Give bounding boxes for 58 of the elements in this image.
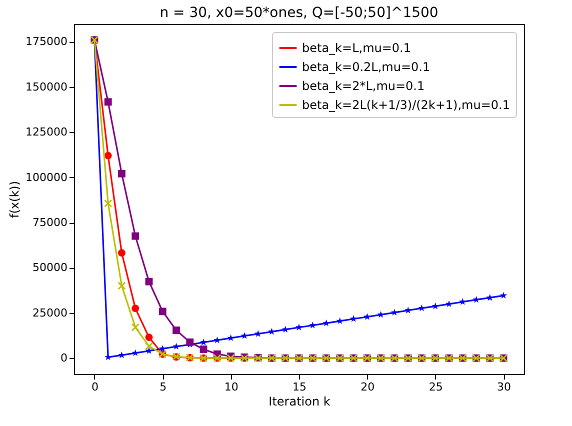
- point: [390, 308, 398, 316]
- x-tick-label: 20: [360, 380, 375, 394]
- point: [132, 232, 140, 240]
- y-tick-label: 150000: [26, 80, 68, 94]
- y-tick-label: 125000: [26, 126, 68, 139]
- point: [104, 98, 112, 106]
- point: [295, 324, 303, 330]
- point: [104, 199, 112, 208]
- y-tick-label: 100000: [26, 170, 68, 184]
- x-tick-label: 25: [428, 380, 443, 394]
- point: [158, 308, 166, 316]
- x-tick-label: 15: [292, 380, 306, 394]
- legend-label: beta_k=2*L,mu=0.1: [302, 79, 425, 93]
- point: [186, 338, 194, 346]
- point: [132, 349, 139, 356]
- x-axis-title: Iteration k: [268, 394, 330, 408]
- x-tick-label: 5: [160, 380, 167, 394]
- point: [364, 313, 371, 320]
- point: [404, 306, 412, 314]
- point: [144, 342, 154, 350]
- x-tick-label: 10: [224, 380, 238, 394]
- point: [118, 249, 126, 257]
- legend-label: beta_k=2L(k+1/3)/(2k+1),mu=0.1: [302, 98, 510, 112]
- point: [445, 300, 453, 308]
- point: [377, 310, 384, 318]
- point: [132, 304, 140, 312]
- y-tick-label: 50000: [32, 261, 68, 274]
- y-tick-label: 25000: [32, 306, 68, 320]
- y-tick-label: 0: [60, 352, 68, 365]
- point: [240, 332, 248, 339]
- point: [486, 294, 494, 301]
- point: [145, 278, 153, 286]
- y-tick-label: 75000: [32, 216, 68, 229]
- point: [500, 292, 508, 299]
- point: [350, 315, 358, 322]
- point: [145, 347, 153, 354]
- point: [227, 334, 234, 342]
- point: [172, 326, 180, 334]
- point: [104, 152, 112, 160]
- point: [118, 282, 126, 290]
- point: [254, 330, 262, 337]
- legend-label: beta_k=0.2L,mu=0.1: [302, 60, 430, 74]
- point: [172, 342, 180, 350]
- point: [200, 338, 208, 346]
- point: [145, 334, 153, 341]
- point: [309, 322, 316, 328]
- point: [282, 326, 289, 333]
- x-tick-label: 0: [91, 380, 98, 394]
- y-axis-title: f(x(k)): [8, 180, 22, 218]
- point: [131, 323, 140, 332]
- point: [336, 317, 344, 324]
- legend-label: beta_k=L,mu=0.1: [302, 41, 411, 55]
- point: [459, 298, 466, 305]
- point: [118, 170, 126, 178]
- point: [200, 346, 208, 353]
- chart-title: n = 30, x0=50*ones, Q=[-50;50]^1500: [160, 5, 438, 21]
- y-tick-label: 175000: [26, 35, 68, 48]
- x-tick-label: 30: [497, 380, 512, 394]
